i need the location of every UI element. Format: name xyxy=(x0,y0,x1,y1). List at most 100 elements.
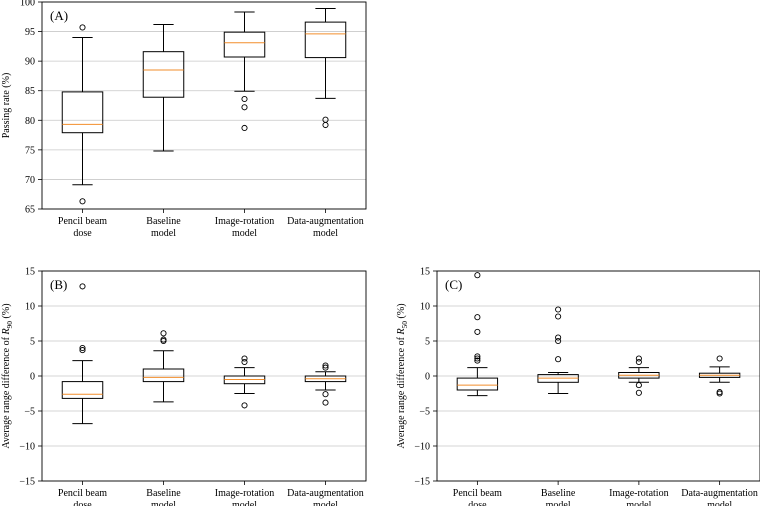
x-tick-label-line: Pencil beam xyxy=(453,488,502,499)
y-tick-label: −15 xyxy=(19,477,35,488)
outlier-point xyxy=(474,314,481,321)
outlier-point xyxy=(555,334,562,341)
y-axis-label: Average range difference of R50 (%) xyxy=(396,303,409,448)
outlier-point xyxy=(322,399,329,406)
x-tick-label-line: model xyxy=(313,500,338,506)
outlier-point xyxy=(716,390,723,397)
x-tick-label-line: model xyxy=(151,500,176,506)
x-tick-label-line: model xyxy=(232,500,257,506)
y-tick-label: 10 xyxy=(420,302,430,313)
outlier-point xyxy=(241,104,248,111)
x-tick-label-line: Baseline xyxy=(146,488,181,499)
y-tick-label: 90 xyxy=(25,57,35,68)
x-tick-label-line: model xyxy=(313,228,338,239)
outlier-point xyxy=(241,95,248,103)
iqr-box xyxy=(223,31,266,58)
y-tick-label: 85 xyxy=(25,86,35,97)
outlier-point xyxy=(474,357,481,364)
x-tick-label: Baseline model xyxy=(146,488,181,506)
outlier-point xyxy=(635,358,642,366)
panel-label: (C) xyxy=(445,277,462,292)
y-tick-label: 95 xyxy=(25,27,35,38)
y-tick-label: 80 xyxy=(25,116,35,127)
outlier-point xyxy=(79,198,86,205)
box-1 xyxy=(61,24,104,205)
iqr-box xyxy=(61,381,104,399)
outlier-point xyxy=(79,344,86,352)
y-tick-label: 70 xyxy=(25,175,35,186)
x-tick-label: Data-augmentation model xyxy=(287,488,364,506)
x-tick-label-line: dose xyxy=(73,228,92,239)
outlier-point xyxy=(555,306,562,313)
panel-label: (A) xyxy=(50,8,68,23)
iqr-box xyxy=(61,91,104,134)
x-tick-label-line: Data-augmentation xyxy=(287,216,364,227)
y-tick-label: −5 xyxy=(419,407,430,418)
outlier-point xyxy=(635,382,642,389)
x-tick-label: Pencil beam dose xyxy=(58,488,107,506)
y-axis-label-suffix: (%) xyxy=(1,303,12,321)
outlier-point xyxy=(241,124,248,132)
y-axis-label-subscript: 90 xyxy=(5,321,14,329)
y-tick-label: −10 xyxy=(414,442,430,453)
y-axis-label: Average range difference of R90 (%) xyxy=(1,303,14,448)
plot-frame xyxy=(41,270,367,482)
outlier-point xyxy=(79,24,86,31)
outlier-point xyxy=(322,121,329,129)
y-tick-label: −15 xyxy=(414,477,430,488)
x-tick-label-line: Baseline xyxy=(146,216,181,227)
y-tick-label: 65 xyxy=(25,205,35,216)
x-tick-label-line: model xyxy=(707,500,732,506)
x-tick-label-line: Image-rotation xyxy=(215,216,274,227)
outlier-point xyxy=(160,330,167,337)
y-tick-label: 5 xyxy=(30,337,35,348)
x-tick-label: Pencil beam dose xyxy=(453,488,502,506)
y-tick-label: 100 xyxy=(20,0,35,9)
chart-panel-1: 65 70 75 80 85 90 95 100 Pencil beam dose Baseline… xyxy=(1,0,367,239)
outlier-point xyxy=(79,283,86,290)
outlier-point xyxy=(555,313,562,320)
x-tick-label-line: Data-augmentation xyxy=(287,488,364,499)
y-axis-label-var: R xyxy=(396,328,407,335)
outlier-point xyxy=(322,116,329,123)
x-tick-label: Data-augmentation model xyxy=(681,488,758,506)
x-tick-label-line: Image-rotation xyxy=(215,488,274,499)
y-axis-label-prefix: Average range difference of xyxy=(396,335,407,449)
iqr-box xyxy=(142,51,185,98)
y-axis-label-subscript: 50 xyxy=(400,321,409,329)
outlier-point xyxy=(322,364,329,371)
box-1 xyxy=(61,283,104,425)
x-tick-label: Baseline model xyxy=(541,488,576,506)
x-tick-label-line: Data-augmentation xyxy=(681,488,758,499)
outlier-point xyxy=(716,355,723,362)
x-tick-label-line: Image-rotation xyxy=(609,488,668,499)
x-tick-label-line: model xyxy=(232,228,257,239)
outlier-point xyxy=(474,328,481,335)
y-axis-label-suffix: (%) xyxy=(396,303,407,321)
y-tick-label: −5 xyxy=(24,407,35,418)
box-2 xyxy=(537,306,579,394)
outlier-point xyxy=(635,355,642,362)
box-4 xyxy=(304,362,347,406)
x-tick-label-line: Pencil beam xyxy=(58,488,107,499)
outlier-point xyxy=(474,353,481,360)
plot-frame xyxy=(41,1,367,210)
outlier-point xyxy=(322,362,329,369)
outlier-point xyxy=(474,272,481,279)
x-tick-label-line: Baseline xyxy=(541,488,576,499)
x-tick-label-line: model xyxy=(546,500,571,506)
box-3 xyxy=(223,11,266,132)
x-tick-label-line: Pencil beam xyxy=(58,216,107,227)
y-tick-label: 10 xyxy=(25,302,35,313)
box-2 xyxy=(142,330,185,403)
y-tick-label: 0 xyxy=(30,372,35,383)
x-tick-label: Baseline model xyxy=(146,216,181,239)
y-tick-label: 15 xyxy=(25,267,35,278)
x-tick-label: Image-rotation model xyxy=(215,216,274,239)
outlier-point xyxy=(241,355,248,362)
y-axis-label: Passing rate (%) xyxy=(1,73,12,139)
box-3 xyxy=(618,355,660,396)
